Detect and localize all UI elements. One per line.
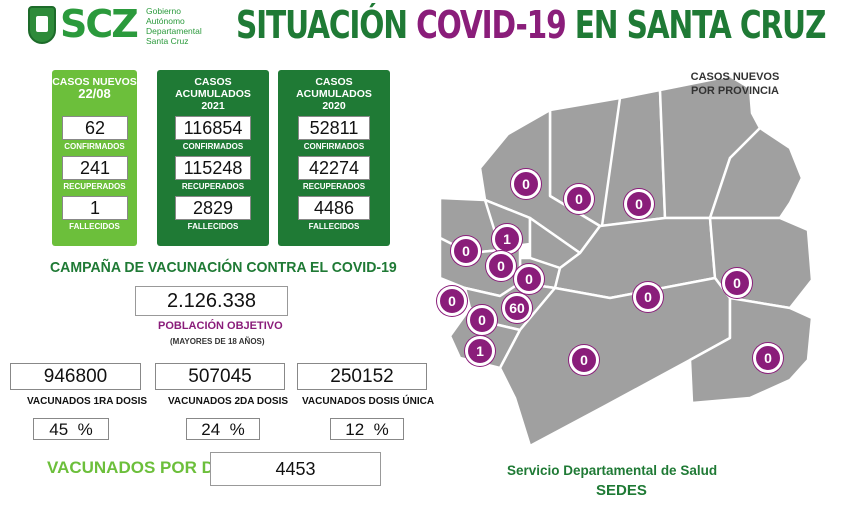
deaths-label: FALLECIDOS bbox=[308, 222, 360, 231]
new-cases-panel: CASOS NUEVOS 22/08 62 CONFIRMADOS 241 RE… bbox=[52, 70, 137, 246]
confirmed-2020-value: 52811 bbox=[298, 116, 370, 140]
target-population-sublabel: (MAYORES DE 18 AÑOS) bbox=[170, 337, 265, 346]
page-title: SITUACIÓN COVID-19 EN SANTA CRUZ bbox=[236, 2, 827, 48]
pct-sign: % bbox=[373, 420, 389, 439]
logo-subtitle: Gobierno Autónomo Departamental Santa Cr… bbox=[146, 6, 216, 46]
vaccination-campaign-title: CAMPAÑA DE VACUNACIÓN CONTRA EL COVID-19 bbox=[50, 259, 397, 276]
province-case-marker: 0 bbox=[624, 189, 654, 219]
pct-sign: % bbox=[229, 420, 245, 439]
single-dose-label: VACUNADOS DOSIS ÚNICA bbox=[302, 396, 435, 407]
dose1-label: VACUNADOS 1RA DOSIS bbox=[27, 396, 148, 407]
map-title-line: CASOS NUEVOS bbox=[690, 71, 780, 83]
recovered-label: RECUPERADOS bbox=[181, 182, 245, 191]
panel-title: CASOS ACUMULADOS 2020 bbox=[278, 76, 390, 112]
confirmed-label: CONFIRMADOS bbox=[303, 142, 365, 151]
accumulated-2021-panel: CASOS ACUMULADOS 2021 116854 CONFIRMADOS… bbox=[157, 70, 269, 246]
panel-title-line: CASOS ACUMULADOS bbox=[175, 76, 251, 100]
logo-subtitle-line: Gobierno bbox=[146, 6, 181, 16]
confirmed-2021-value: 116854 bbox=[175, 116, 251, 140]
target-population-label: POBLACIÓN OBJETIVO bbox=[158, 320, 283, 332]
recovered-label: RECUPERADOS bbox=[302, 182, 366, 191]
province-case-marker: 0 bbox=[437, 286, 467, 316]
title-part: EN SANTA CRUZ bbox=[565, 3, 827, 47]
map-title: CASOS NUEVOS POR PROVINCIA bbox=[690, 70, 780, 98]
province-case-marker: 0 bbox=[722, 268, 752, 298]
dose2-value: 507045 bbox=[155, 363, 285, 390]
province-case-marker: 0 bbox=[753, 343, 783, 373]
dose2-percentage: 24 % bbox=[186, 418, 260, 440]
panel-title-line: CASOS NUEVOS bbox=[52, 76, 137, 88]
recovered-2021-value: 115248 bbox=[175, 156, 251, 180]
province-case-marker: 1 bbox=[492, 224, 522, 254]
province-case-marker: 0 bbox=[511, 169, 541, 199]
province-case-marker: 60 bbox=[502, 293, 532, 323]
deaths-2020-value: 4486 bbox=[298, 196, 370, 220]
province-case-marker: 0 bbox=[569, 345, 599, 375]
new-confirmed-value: 62 bbox=[62, 116, 128, 140]
confirmed-label: CONFIRMADOS bbox=[182, 142, 244, 151]
dose2-label: VACUNADOS 2DA DOSIS bbox=[168, 396, 289, 407]
panel-year: 2021 bbox=[201, 100, 225, 112]
logo-subtitle-line: Autónomo bbox=[146, 16, 185, 26]
dose1-value: 946800 bbox=[10, 363, 141, 390]
province-case-marker: 0 bbox=[467, 305, 497, 335]
vaccinated-per-day-label: VACUNADOS POR DÍA bbox=[47, 458, 231, 477]
vaccinated-per-day-value: 4453 bbox=[210, 452, 381, 486]
pct-value: 12 bbox=[345, 420, 365, 439]
province-shape bbox=[498, 276, 732, 448]
deaths-2021-value: 2829 bbox=[175, 196, 251, 220]
panel-title: CASOS NUEVOS 22/08 bbox=[52, 76, 137, 100]
panel-title-line: CASOS ACUMULADOS bbox=[296, 76, 372, 100]
logo-subtitle-line: Santa Cruz bbox=[146, 36, 189, 46]
coat-of-arms-logo bbox=[28, 6, 56, 44]
province-shape bbox=[688, 296, 814, 405]
logo-subtitle-line: Departamental bbox=[146, 26, 202, 36]
pct-value: 24 bbox=[201, 420, 221, 439]
sedes-full-name: Servicio Departamental de Salud bbox=[507, 463, 718, 478]
santa-cruz-province-map bbox=[438, 74, 814, 448]
title-part: COVID-19 bbox=[416, 3, 567, 47]
panel-title: CASOS ACUMULADOS 2021 bbox=[157, 76, 269, 112]
province-case-marker: 1 bbox=[465, 336, 495, 366]
confirmed-label: CONFIRMADOS bbox=[64, 142, 125, 151]
pct-value: 45 bbox=[49, 420, 69, 439]
map-title-line: POR PROVINCIA bbox=[690, 85, 779, 97]
recovered-2020-value: 42274 bbox=[298, 156, 370, 180]
deaths-label: FALLECIDOS bbox=[187, 222, 239, 231]
dose1-percentage: 45 % bbox=[33, 418, 109, 440]
single-dose-percentage: 12 % bbox=[330, 418, 404, 440]
province-case-marker: 0 bbox=[633, 282, 663, 312]
new-recovered-value: 241 bbox=[62, 156, 128, 180]
panel-date: 22/08 bbox=[78, 86, 111, 101]
province-case-marker: 0 bbox=[451, 236, 481, 266]
province-case-marker: 0 bbox=[514, 264, 544, 294]
province-case-marker: 0 bbox=[564, 184, 594, 214]
pct-sign: % bbox=[77, 420, 93, 439]
single-dose-value: 250152 bbox=[297, 363, 427, 390]
sedes-acronym: SEDES bbox=[596, 482, 647, 499]
target-population-value: 2.126.338 bbox=[135, 286, 288, 316]
title-part: SITUACIÓN bbox=[236, 3, 417, 47]
panel-year: 2020 bbox=[322, 100, 346, 112]
accumulated-2020-panel: CASOS ACUMULADOS 2020 52811 CONFIRMADOS … bbox=[278, 70, 390, 246]
scz-logo-text: SCZ bbox=[60, 2, 139, 46]
new-deaths-value: 1 bbox=[62, 196, 128, 220]
province-case-marker: 0 bbox=[486, 251, 516, 281]
deaths-label: FALLECIDOS bbox=[69, 222, 120, 231]
recovered-label: RECUPERADOS bbox=[63, 182, 126, 191]
